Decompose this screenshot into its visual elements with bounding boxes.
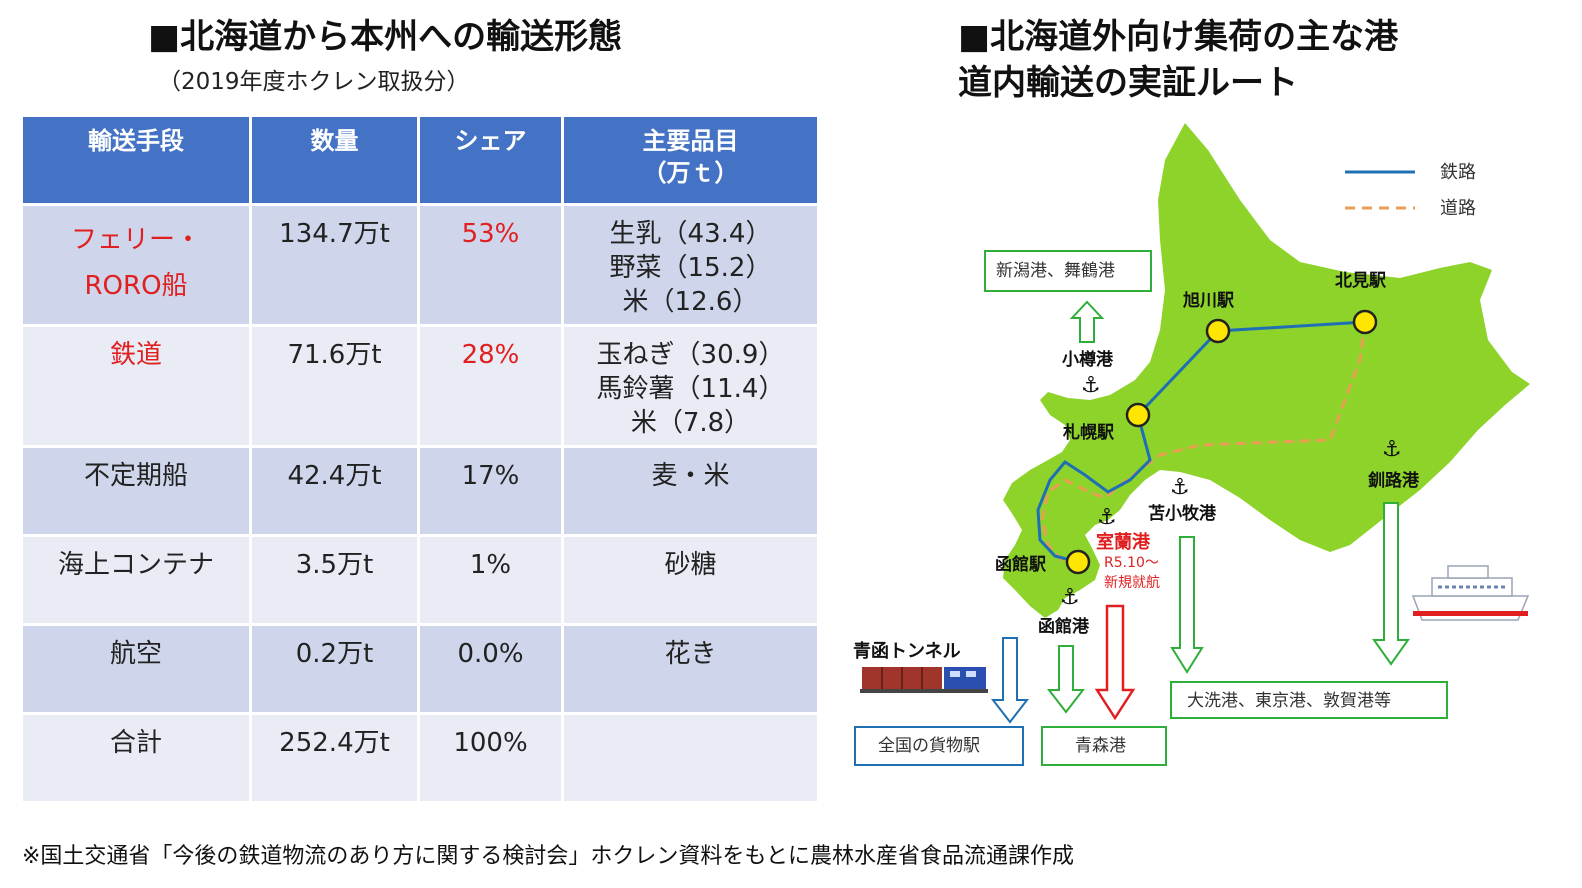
station-marker-kitami — [1352, 309, 1378, 335]
right-title-line1: ■北海道外向け集荷の主な港 — [958, 17, 1399, 57]
destination-box-niigata — [984, 250, 1152, 292]
label-muroran-date: R5.10～ — [1104, 555, 1159, 571]
down-arrow-green-tomakomai — [1170, 536, 1204, 674]
qty-cell: 0.2万t — [252, 626, 417, 712]
qty-cell: 3.5万t — [252, 537, 417, 623]
table-row: 航空 0.2万t 0.0% 花き — [23, 626, 817, 712]
freight-train-icon — [860, 667, 988, 693]
header-items: 主要品目 （万ｔ） — [564, 117, 817, 203]
destination-label-aomori: 青森港 — [1075, 736, 1126, 756]
mode-cell: 合計 — [23, 715, 249, 801]
down-arrow-green-aomori — [1046, 645, 1086, 714]
table-row: 海上コンテナ 3.5万t 1% 砂糖 — [23, 537, 817, 623]
footer-source-note: ※国土交通省「今後の鉄道物流のあり方に関する検討会」ホクレン資料をもとに農林水産… — [22, 844, 1074, 869]
header-mode: 輸送手段 — [23, 117, 249, 203]
mode-cell: 鉄道 — [23, 327, 249, 445]
label-seikan-tunnel: 青函トンネル — [853, 641, 961, 662]
table-header-row: 輸送手段 数量 シェア 主要品目 （万ｔ） — [23, 117, 817, 203]
anchor-icon: ⚓ — [1382, 437, 1402, 462]
road-route — [1040, 321, 1367, 564]
item: 花き — [664, 639, 717, 669]
mode-cell: 航空 — [23, 626, 249, 712]
qty-cell: 42.4万t — [252, 448, 417, 534]
mode-cell: フェリー・ RORO船 — [23, 206, 249, 324]
item: 麦・米 — [651, 461, 730, 491]
items-cell: 砂糖 — [564, 537, 817, 623]
label-kushiro: 釧路港 — [1368, 470, 1420, 491]
mode-label-2: RORO船 — [84, 270, 188, 301]
down-arrow-green-kushiro — [1372, 502, 1410, 666]
item: 米（12.6） — [622, 286, 759, 317]
mode-label: フェリー・ — [70, 225, 201, 255]
share-cell: 53% — [420, 206, 561, 324]
destination-label-niigata: 新潟港、舞鶴港 — [996, 261, 1115, 281]
station-marker-sapporo — [1125, 402, 1151, 428]
share-cell: 100% — [420, 715, 561, 801]
header-items-label: 主要品目 — [642, 127, 739, 155]
mode-cell: 海上コンテナ — [23, 537, 249, 623]
item: 野菜（15.2） — [609, 252, 772, 283]
items-cell: 花き — [564, 626, 817, 712]
items-cell: 生乳（43.4） 野菜（15.2） 米（12.6） — [564, 206, 817, 324]
label-otaru: 小樽港 — [1062, 349, 1114, 370]
label-asahikawa: 旭川駅 — [1182, 290, 1235, 311]
share-cell: 17% — [420, 448, 561, 534]
anchor-icon: ⚓ — [1170, 475, 1190, 500]
up-arrow-green — [1069, 300, 1105, 343]
share-cell: 0.0% — [420, 626, 561, 712]
station-marker-asahikawa — [1205, 318, 1231, 344]
hokkaido-landmass — [1003, 123, 1530, 618]
anchor-icon: ⚓ — [1097, 505, 1117, 530]
table-row: 鉄道 71.6万t 28% 玉ねぎ（30.9） 馬鈴薯（11.4） 米（7.8） — [23, 327, 817, 445]
destination-box-east — [1170, 681, 1448, 719]
header-share: シェア — [420, 117, 561, 203]
label-muroran-new: 新規就航 — [1104, 575, 1160, 591]
left-subtitle: （2019年度ホクレン取扱分） — [158, 69, 470, 95]
right-title-line2: 道内輸送の実証ルート — [958, 63, 1298, 103]
mode-cell: 不定期船 — [23, 448, 249, 534]
destination-box-freight — [854, 726, 1024, 766]
label-sapporo: 札幌駅 — [1062, 422, 1115, 443]
table-row: 不定期船 42.4万t 17% 麦・米 — [23, 448, 817, 534]
anchor-icon: ⚓ — [1060, 585, 1080, 610]
share-cell: 28% — [420, 327, 561, 445]
table-row: フェリー・ RORO船 134.7万t 53% 生乳（43.4） 野菜（15.2… — [23, 206, 817, 324]
down-arrow-blue — [990, 637, 1030, 724]
destination-label-freight: 全国の貨物駅 — [878, 736, 980, 756]
items-cell — [564, 715, 817, 801]
item: 玉ねぎ（30.9） — [596, 340, 785, 370]
table-row-total: 合計 252.4万t 100% — [23, 715, 817, 801]
station-marker-hakodate — [1065, 549, 1091, 575]
item: 馬鈴薯（11.4） — [596, 373, 785, 404]
item: 生乳（43.4） — [609, 219, 772, 249]
header-qty: 数量 — [252, 117, 417, 203]
legend-road-label: 道路 — [1440, 198, 1476, 219]
left-title: ■北海道から本州への輸送形態 — [148, 17, 623, 57]
destination-box-aomori — [1041, 726, 1167, 766]
header-items-unit: （万ｔ） — [642, 159, 739, 188]
qty-cell: 134.7万t — [252, 206, 417, 324]
label-muroran: 室蘭港 — [1096, 531, 1151, 553]
label-hakodate-station: 函館駅 — [995, 554, 1047, 575]
qty-cell: 252.4万t — [252, 715, 417, 801]
transport-table: 輸送手段 数量 シェア 主要品目 （万ｔ） フェリー・ RORO船 134.7万… — [20, 114, 820, 804]
ferry-icon — [1411, 565, 1530, 621]
qty-cell: 71.6万t — [252, 327, 417, 445]
destination-label-east: 大洗港、東京港、敦賀港等 — [1187, 691, 1391, 711]
item: 砂糖 — [664, 550, 717, 580]
items-cell: 麦・米 — [564, 448, 817, 534]
item: 米（7.8） — [630, 407, 751, 438]
label-hakodate-port: 函館港 — [1038, 616, 1090, 637]
down-arrow-red — [1094, 604, 1136, 721]
legend-rail-label: 鉄路 — [1440, 162, 1476, 183]
share-cell: 1% — [420, 537, 561, 623]
items-cell: 玉ねぎ（30.9） 馬鈴薯（11.4） 米（7.8） — [564, 327, 817, 445]
anchor-icon: ⚓ — [1081, 373, 1101, 398]
label-tomakomai: 苫小牧港 — [1148, 503, 1217, 524]
label-kitami: 北見駅 — [1335, 271, 1387, 291]
